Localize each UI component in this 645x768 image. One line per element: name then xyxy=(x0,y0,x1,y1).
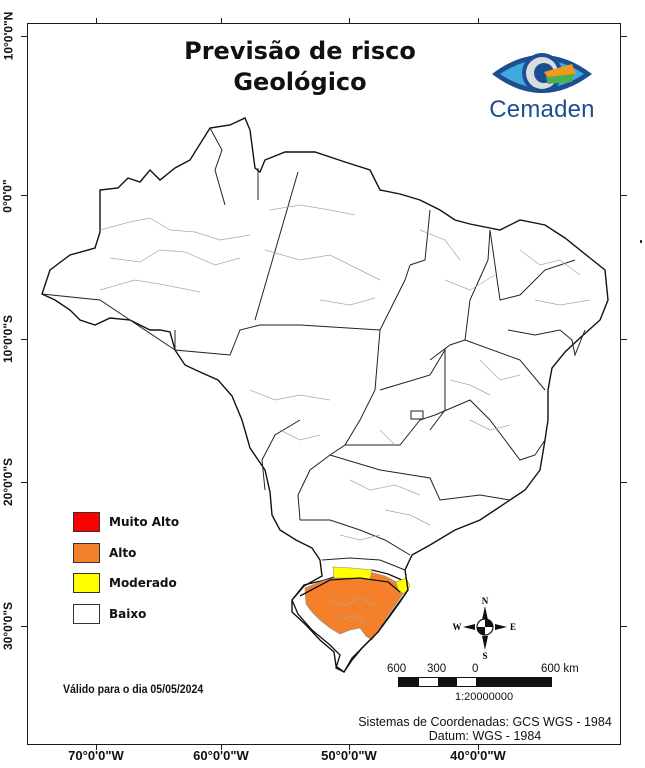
legend-label: Muito Alto xyxy=(109,515,180,530)
map-title: Previsão de risco Geológico xyxy=(150,36,450,98)
legend-item-alto: Alto xyxy=(73,538,179,569)
tick-mark xyxy=(96,744,97,750)
tick-mark xyxy=(21,195,27,196)
country-outline xyxy=(41,117,609,674)
tick-mark xyxy=(621,339,627,340)
validity-date: Válido para o dia 05/05/2024 xyxy=(63,682,204,696)
longitude-label: 50°0'0"W xyxy=(321,748,377,763)
scale-ratio: 1:20000000 xyxy=(455,691,514,703)
tick-mark xyxy=(621,195,627,196)
map-frame xyxy=(27,23,621,745)
legend-swatch xyxy=(73,542,100,563)
tick-mark xyxy=(349,18,350,24)
datum-line: Datum: WGS - 1984 xyxy=(428,729,542,743)
cemaden-logo-text: Cemaden xyxy=(489,96,595,123)
tick-mark xyxy=(621,626,627,627)
legend-label: Baixo xyxy=(109,606,147,621)
tick-mark xyxy=(478,744,479,750)
tick-mark xyxy=(478,18,479,24)
legend-item-muito-alto: Muito Alto xyxy=(73,507,179,538)
longitude-label: 70°0'0"W xyxy=(68,748,124,763)
scale-bar xyxy=(398,677,552,687)
legend-label: Moderado xyxy=(109,576,177,591)
tick-mark xyxy=(621,36,627,37)
legend-swatch xyxy=(73,573,100,594)
svg-text:S: S xyxy=(482,651,487,661)
cemaden-logo-icon xyxy=(492,53,592,93)
tick-mark xyxy=(96,18,97,24)
tick-mark xyxy=(21,36,27,37)
legend-item-moderado: Moderado xyxy=(73,568,179,599)
scale-label: 600 xyxy=(387,663,407,675)
scale-label: 600 km xyxy=(541,663,579,675)
coordinate-system-line: Sistemas de Coordenadas: GCS WGS - 1984 xyxy=(358,715,612,729)
svg-text:E: E xyxy=(510,622,516,632)
tick-mark xyxy=(621,482,627,483)
legend-swatch xyxy=(73,603,100,624)
svg-text:W: W xyxy=(453,622,462,632)
tick-mark xyxy=(21,482,27,483)
svg-text:N: N xyxy=(482,596,489,606)
compass-rose-icon: N S W E xyxy=(453,596,517,661)
legend-item-baixo: Baixo xyxy=(73,599,179,630)
tick-mark xyxy=(349,744,350,750)
title-line-1: Previsão de risco xyxy=(184,37,416,65)
map-artifact xyxy=(640,240,642,243)
title-line-2: Geológico xyxy=(233,68,367,96)
tick-mark xyxy=(21,626,27,627)
legend: Muito Alto Alto Moderado Baixo xyxy=(73,507,179,629)
legend-label: Alto xyxy=(109,545,137,560)
scale-label: 0 xyxy=(472,663,479,675)
longitude-label: 60°0'0"W xyxy=(193,748,249,763)
tick-mark xyxy=(221,18,222,24)
legend-swatch xyxy=(73,512,100,533)
tick-mark xyxy=(21,339,27,340)
tick-mark xyxy=(221,744,222,750)
coordinate-system-note: Sistemas de Coordenadas: GCS WGS - 1984 … xyxy=(350,715,620,743)
longitude-label: 40°0'0"W xyxy=(450,748,506,763)
scale-label: 300 xyxy=(427,663,447,675)
